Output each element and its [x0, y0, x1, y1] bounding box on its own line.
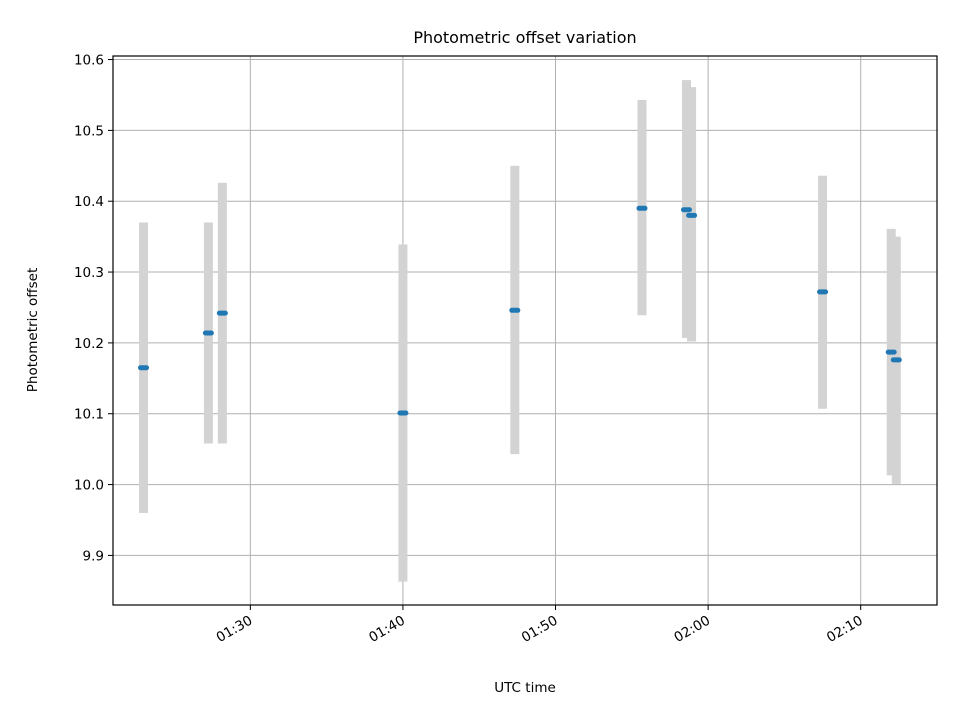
y-tick-label: 10.2 — [74, 336, 104, 352]
y-tick-label: 10.6 — [74, 53, 104, 69]
plot-frame — [112, 55, 938, 606]
y-tick-label: 10.4 — [74, 194, 104, 210]
data-points — [138, 205, 902, 416]
y-tick-label: 10.1 — [74, 407, 104, 423]
y-tick-label: 9.9 — [83, 548, 104, 564]
chart-title: Photometric offset variation — [413, 28, 636, 47]
y-tick-label: 10.5 — [74, 123, 104, 139]
x-axis-label: UTC time — [494, 680, 556, 696]
y-tick-label: 10.0 — [74, 478, 104, 494]
y-axis-label: Photometric offset — [25, 268, 41, 392]
y-tick-label: 10.3 — [74, 265, 104, 281]
